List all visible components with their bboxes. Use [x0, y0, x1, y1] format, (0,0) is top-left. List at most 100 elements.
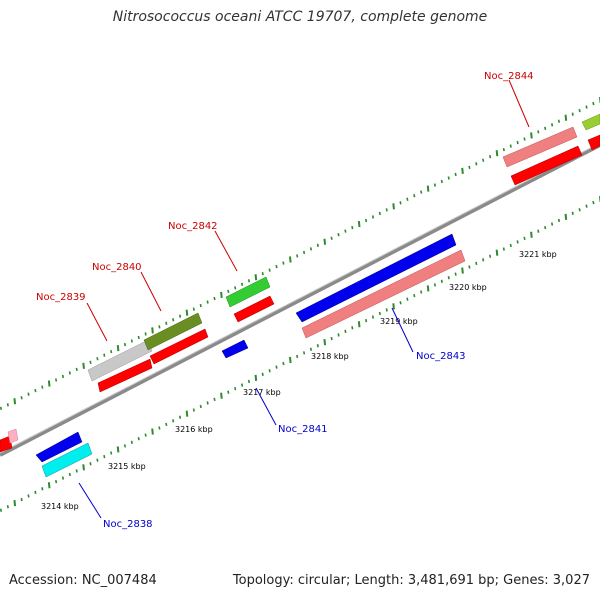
minor-tick: [578, 108, 581, 113]
gene-noc2840[interactable]: [143, 312, 203, 351]
minor-tick: [351, 326, 354, 330]
leader-noc2839: [86, 302, 108, 342]
minor-tick: [41, 385, 44, 389]
gene-noc2844-cds[interactable]: [510, 145, 583, 186]
minor-tick: [413, 194, 416, 198]
gene-noc2843[interactable]: [295, 233, 457, 323]
gene-noc2839[interactable]: [87, 339, 153, 382]
gene-label-noc2840[interactable]: Noc_2840: [92, 262, 142, 273]
major-tick: [13, 500, 17, 507]
gene-label-noc2839[interactable]: Noc_2839: [36, 292, 86, 303]
major-tick: [116, 446, 120, 453]
minor-tick: [234, 286, 237, 290]
minor-tick: [144, 433, 147, 437]
minor-tick: [502, 147, 505, 152]
minor-tick: [103, 454, 106, 459]
minor-tick: [68, 371, 71, 375]
minor-tick: [488, 254, 492, 258]
minor-tick: [137, 335, 140, 340]
minor-tick: [302, 250, 306, 255]
minor-tick: [454, 172, 457, 177]
gene-label-noc2842[interactable]: Noc_2842: [168, 221, 218, 232]
minor-tick: [475, 162, 478, 166]
gene-label-noc2841[interactable]: Noc_2841: [278, 424, 328, 435]
minor-tick: [309, 347, 313, 351]
minor-tick: [234, 386, 237, 391]
minor-tick: [371, 315, 375, 319]
minor-tick: [34, 490, 37, 495]
leader-noc2843: [391, 307, 414, 353]
gene-left-edge-1[interactable]: [0, 435, 13, 453]
minor-tick: [165, 321, 168, 325]
minor-tick: [433, 283, 437, 287]
leader-noc2842: [214, 230, 238, 272]
minor-tick: [523, 137, 526, 141]
gene-noc2840-cds[interactable]: [149, 328, 209, 365]
minor-tick: [75, 469, 78, 473]
major-tick: [323, 339, 327, 346]
gene-noc2838b[interactable]: [41, 442, 93, 478]
gene-left-edge-2[interactable]: [7, 428, 19, 444]
gene-noc2842-cds[interactable]: [233, 295, 275, 323]
minor-tick: [130, 440, 133, 444]
minor-tick: [240, 282, 244, 286]
minor-tick: [399, 301, 402, 305]
major-tick: [47, 380, 51, 387]
minor-tick: [557, 119, 561, 123]
major-tick: [564, 213, 568, 220]
minor-tick: [192, 307, 195, 311]
gene-noc2843b[interactable]: [301, 249, 466, 339]
minor-tick: [482, 158, 485, 162]
minor-tick: [165, 422, 168, 427]
gene-right-edge-1[interactable]: [581, 113, 600, 131]
minor-tick: [178, 415, 182, 419]
minor-tick: [571, 211, 574, 215]
minor-tick: [447, 276, 450, 280]
minor-tick: [6, 403, 9, 407]
minor-tick: [27, 392, 30, 396]
gene-noc2839-cds[interactable]: [97, 358, 153, 393]
minor-tick: [468, 265, 471, 269]
minor-tick: [247, 279, 251, 283]
gene-label-noc2843[interactable]: Noc_2843: [416, 351, 466, 362]
gene-label-noc2844[interactable]: Noc_2844: [484, 71, 534, 82]
gene-noc2838[interactable]: [35, 431, 83, 463]
minor-tick: [227, 390, 230, 394]
minor-tick: [192, 408, 195, 412]
minor-tick: [488, 155, 492, 159]
major-tick: [530, 132, 533, 139]
minor-tick: [20, 396, 23, 400]
minor-tick: [199, 303, 202, 308]
gene-noc2844[interactable]: [502, 126, 578, 168]
tick-label: 3218 kbp: [311, 352, 349, 361]
major-tick: [461, 167, 464, 174]
tick-label: 3216 kbp: [175, 425, 213, 434]
gene-right-edge-2[interactable]: [587, 134, 600, 151]
minor-tick: [0, 508, 3, 512]
minor-tick: [144, 332, 147, 336]
minor-tick: [213, 397, 216, 402]
major-tick: [495, 249, 499, 256]
major-tick: [254, 374, 258, 381]
gene-noc2842[interactable]: [225, 276, 271, 308]
minor-tick: [544, 126, 547, 131]
minor-tick: [75, 367, 78, 372]
minor-tick: [378, 211, 381, 216]
minor-tick: [96, 458, 99, 462]
minor-tick: [89, 360, 92, 364]
minor-tick: [344, 329, 347, 334]
major-tick: [530, 231, 533, 238]
minor-tick: [592, 101, 595, 106]
gene-noc2841[interactable]: [221, 339, 249, 359]
minor-tick: [137, 437, 140, 441]
major-tick: [151, 428, 154, 435]
gene-label-noc2838[interactable]: Noc_2838: [103, 519, 153, 530]
minor-tick: [275, 264, 278, 269]
accession-text: Accession: NC_007484: [9, 573, 157, 588]
minor-tick: [454, 272, 457, 276]
minor-tick: [516, 240, 519, 244]
minor-tick: [54, 479, 58, 484]
major-tick: [392, 303, 395, 310]
minor-tick: [406, 297, 409, 301]
major-tick: [254, 274, 258, 281]
